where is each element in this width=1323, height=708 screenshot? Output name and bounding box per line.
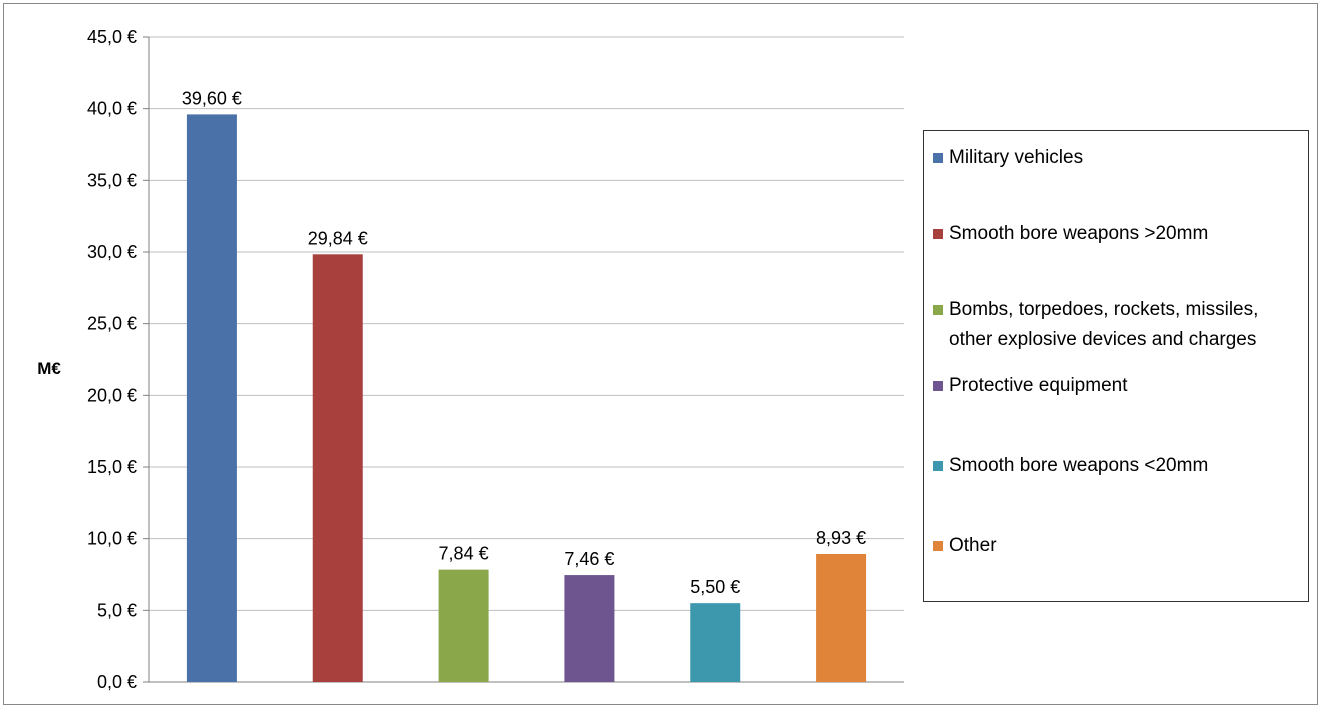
legend-label: Smooth bore weapons <20mm (949, 455, 1209, 476)
legend-swatch (933, 305, 943, 315)
y-axis-label: M€ (37, 359, 61, 378)
gridlines (149, 36, 904, 611)
y-tick-label: 35,0 € (87, 170, 137, 190)
legend-label: Military vehicles (949, 147, 1084, 168)
y-tick-label: 20,0 € (87, 385, 137, 405)
bar (186, 114, 237, 682)
legend-label: Other (949, 535, 997, 556)
legend-swatch (933, 229, 943, 239)
y-tick-label: 30,0 € (87, 242, 137, 262)
bars (186, 114, 867, 682)
data-label: 5,50 € (690, 577, 740, 597)
chart-frame: 0,0 € 5,0 € 10,0 € 15,0 € 20,0 € 25,0 € 30,0 €… (3, 3, 1318, 705)
legend-item: Smooth bore weapons <20mm (933, 451, 1305, 481)
y-tick-label: 10,0 € (87, 529, 137, 549)
legend-swatch (933, 541, 943, 551)
legend-swatch (933, 153, 943, 163)
data-label: 8,93 € (816, 528, 866, 548)
legend-item: Protective equipment (933, 371, 1305, 401)
data-labels: 39,60 € 29,84 € 7,84 € 7,46 € 5,50 € 8,93 € (182, 88, 866, 597)
y-tick-label: 5,0 € (97, 600, 137, 620)
y-tick-label: 25,0 € (87, 314, 137, 334)
bar (438, 569, 489, 682)
data-label: 29,84 € (308, 228, 368, 248)
y-tick-label: 45,0 € (87, 27, 137, 47)
y-tick-label: 0,0 € (97, 672, 137, 692)
legend: Military vehicles Smooth bore weapons >20… (923, 130, 1309, 602)
axes: 0,0 € 5,0 € 10,0 € 15,0 € 20,0 € 25,0 € 30,0 €… (87, 27, 904, 692)
legend-item: Smooth bore weapons >20mm (933, 219, 1305, 249)
bar-chart-plot: 0,0 € 5,0 € 10,0 € 15,0 € 20,0 € 25,0 € 30,0 €… (37, 27, 904, 692)
legend-item: Other (933, 531, 1305, 561)
y-tick-label: 15,0 € (87, 457, 137, 477)
data-label: 7,46 € (564, 549, 614, 569)
bar (564, 575, 615, 682)
legend-swatch (933, 381, 943, 391)
legend-label: Smooth bore weapons >20mm (949, 223, 1209, 244)
legend-label: Bombs, torpedoes, rockets, missiles, oth… (949, 299, 1259, 350)
legend-item: Military vehicles (933, 143, 1305, 173)
legend-item: Bombs, torpedoes, rockets, missiles, oth… (933, 295, 1305, 355)
data-label: 39,60 € (182, 88, 242, 108)
bar (312, 254, 363, 682)
legend-swatch (933, 461, 943, 471)
legend-label: Protective equipment (949, 375, 1128, 396)
y-tick-label: 40,0 € (87, 99, 137, 119)
data-label: 7,84 € (439, 544, 489, 564)
bar (690, 603, 741, 682)
bar (816, 554, 867, 682)
